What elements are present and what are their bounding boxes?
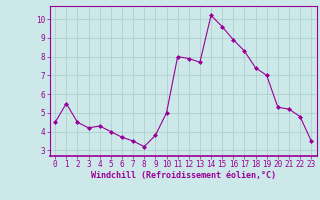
X-axis label: Windchill (Refroidissement éolien,°C): Windchill (Refroidissement éolien,°C) bbox=[91, 171, 276, 180]
